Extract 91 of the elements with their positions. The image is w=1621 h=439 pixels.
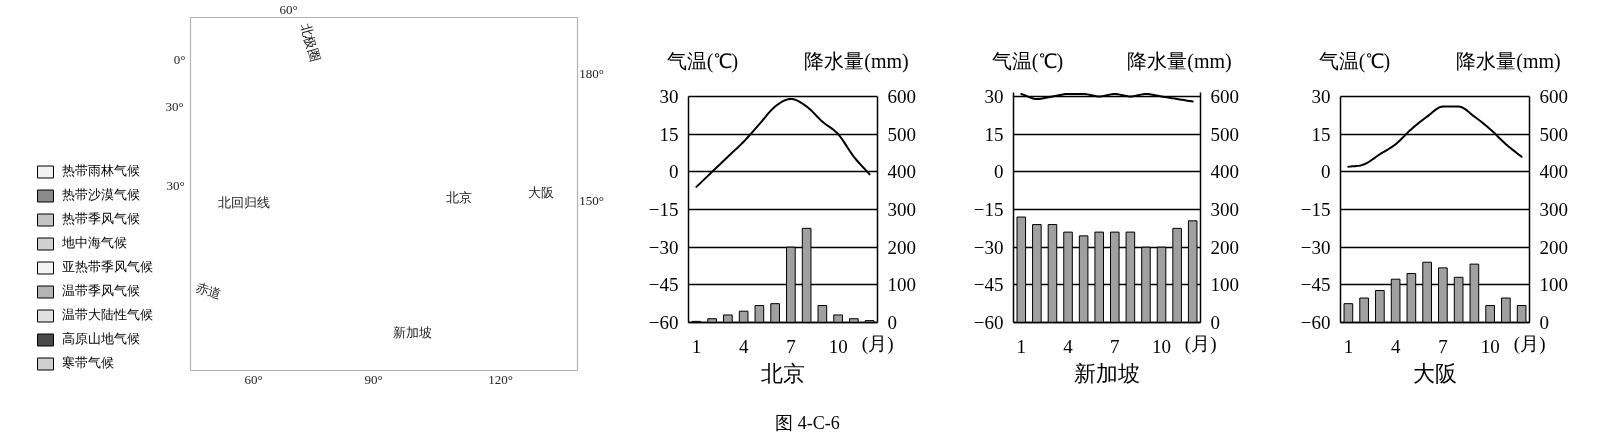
category-label: 地中海气候 — [62, 234, 127, 252]
y2-tick-label: 200 — [887, 236, 916, 258]
y-axis-title: 气温(℃) — [666, 49, 739, 73]
text: 60° — [279, 2, 298, 17]
text: 30° — [166, 178, 185, 193]
x-axis-title: (月) — [861, 333, 894, 355]
y-tick-label: −45 — [1300, 274, 1331, 296]
category-label: 高原山地气候 — [62, 330, 140, 348]
text: 赤道 — [193, 279, 224, 302]
x-tick-label: 1 — [1016, 335, 1027, 357]
y-tick-label: 30 — [659, 86, 679, 107]
text: 北京 — [761, 361, 805, 386]
y-axis-title: 气温(℃) — [991, 49, 1064, 73]
category-label: 热带雨林气候 — [62, 162, 140, 180]
text: 60° — [244, 372, 263, 387]
y2-tick-label: 100 — [887, 274, 916, 296]
x-axis-title: (月) — [1184, 333, 1217, 355]
y-tick-label: −30 — [1300, 236, 1331, 258]
y-tick-label: −30 — [648, 236, 679, 258]
y-tick-label: 0 — [1321, 161, 1331, 183]
y2-tick-label: 100 — [1210, 274, 1239, 296]
y2-tick-label: 300 — [1210, 199, 1239, 220]
y-tick-label: 15 — [984, 123, 1004, 145]
x-tick-label: 10 — [828, 335, 848, 357]
y-tick-label: −60 — [1300, 312, 1331, 333]
y-tick-label: 15 — [1311, 123, 1331, 145]
y-tick-label: 30 — [984, 86, 1004, 107]
y2-tick-label: 300 — [887, 199, 916, 220]
y2-tick-label: 500 — [1210, 123, 1239, 145]
y2-axis-title: 降水量(mm) — [1456, 49, 1561, 73]
text: 大阪 — [527, 185, 554, 200]
text: 30° — [165, 99, 184, 114]
y-tick-label: 30 — [1311, 86, 1331, 107]
y-tick-label: −60 — [648, 312, 679, 333]
x-tick-label: 1 — [1343, 335, 1354, 357]
y-axis-title: 气温(℃) — [1318, 49, 1391, 73]
y-tick-label: −30 — [973, 236, 1004, 258]
x-tick-label: 4 — [1390, 335, 1401, 357]
y2-tick-label: 0 — [887, 312, 897, 333]
caption: 图 4-C-6 — [775, 412, 840, 433]
y2-tick-label: 0 — [1210, 312, 1220, 333]
category-label: 亚热带季风气候 — [62, 258, 153, 276]
y-tick-label: 15 — [659, 123, 679, 145]
y2-tick-label: 600 — [1210, 86, 1239, 107]
y2-axis-title: 降水量(mm) — [804, 49, 909, 73]
y2-tick-label: 400 — [1210, 161, 1239, 183]
text: 120° — [488, 372, 513, 387]
y-tick-label: −60 — [973, 312, 1004, 333]
text: 180° — [579, 66, 604, 81]
category-label: 热带季风气候 — [62, 210, 140, 228]
y-tick-label: −15 — [648, 199, 679, 220]
y2-tick-label: 600 — [887, 86, 916, 107]
y2-tick-label: 500 — [887, 123, 916, 145]
text: 大阪 — [1413, 361, 1457, 386]
y2-tick-label: 0 — [1539, 312, 1549, 333]
y-tick-label: −45 — [973, 274, 1004, 296]
x-tick-label: 4 — [738, 335, 749, 357]
text: 90° — [364, 372, 383, 387]
category-label: 寒带气候 — [62, 354, 114, 372]
y2-tick-label: 400 — [887, 161, 916, 183]
y-tick-label: −45 — [648, 274, 679, 296]
x-tick-label: 1 — [691, 335, 702, 357]
y2-tick-label: 500 — [1539, 123, 1568, 145]
x-tick-label: 7 — [786, 335, 796, 357]
y-tick-label: 0 — [994, 161, 1004, 183]
text: 北京 — [445, 190, 472, 205]
x-tick-label: 4 — [1063, 335, 1074, 357]
category-label: 温带季风气候 — [62, 282, 140, 300]
y2-tick-label: 300 — [1539, 199, 1568, 220]
x-tick-label: 7 — [1110, 335, 1120, 357]
text: 新加坡 — [393, 325, 432, 340]
x-axis-title: (月) — [1513, 333, 1546, 355]
y-tick-label: −15 — [973, 199, 1004, 220]
y2-tick-label: 400 — [1539, 161, 1568, 183]
y-tick-label: −15 — [1300, 199, 1331, 220]
x-tick-label: 10 — [1152, 335, 1172, 357]
y2-tick-label: 200 — [1210, 236, 1239, 258]
category-label: 温带大陆性气候 — [62, 306, 153, 324]
text: 北极圈 — [298, 21, 323, 64]
y2-tick-label: 600 — [1539, 86, 1568, 107]
y2-tick-label: 100 — [1539, 274, 1568, 296]
text: 北回归线 — [217, 195, 270, 210]
y-tick-label: 0 — [669, 161, 679, 183]
y2-tick-label: 200 — [1539, 236, 1568, 258]
category-label: 热带沙漠气候 — [62, 186, 140, 204]
x-tick-label: 7 — [1438, 335, 1448, 357]
x-tick-label: 10 — [1480, 335, 1500, 357]
text: 150° — [579, 193, 604, 208]
y2-axis-title: 降水量(mm) — [1127, 49, 1232, 73]
text: 新加坡 — [1074, 361, 1140, 386]
text: 0° — [173, 52, 186, 67]
